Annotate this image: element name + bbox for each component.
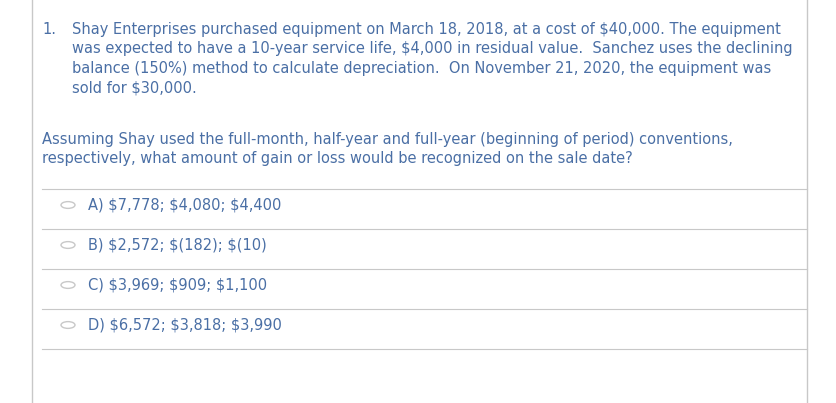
Text: Assuming Shay used the full-month, half-year and full-year (beginning of period): Assuming Shay used the full-month, half-…: [42, 132, 733, 147]
Text: respectively, what amount of gain or loss would be recognized on the sale date?: respectively, what amount of gain or los…: [42, 152, 633, 166]
Text: D) $6,572; $3,818; $3,990: D) $6,572; $3,818; $3,990: [88, 317, 282, 332]
Text: balance (150%) method to calculate depreciation.  On November 21, 2020, the equi: balance (150%) method to calculate depre…: [72, 61, 772, 76]
Text: A) $7,778; $4,080; $4,400: A) $7,778; $4,080; $4,400: [88, 197, 282, 212]
Text: sold for $30,000.: sold for $30,000.: [72, 81, 196, 96]
Text: was expected to have a 10-year service life, $4,000 in residual value.  Sanchez : was expected to have a 10-year service l…: [72, 42, 793, 56]
Text: B) $2,572; $(182); $(10): B) $2,572; $(182); $(10): [88, 237, 267, 252]
Text: C) $3,969; $909; $1,100: C) $3,969; $909; $1,100: [88, 277, 268, 292]
Text: 1.: 1.: [42, 22, 56, 37]
Text: Shay Enterprises purchased equipment on March 18, 2018, at a cost of $40,000. Th: Shay Enterprises purchased equipment on …: [72, 22, 781, 37]
